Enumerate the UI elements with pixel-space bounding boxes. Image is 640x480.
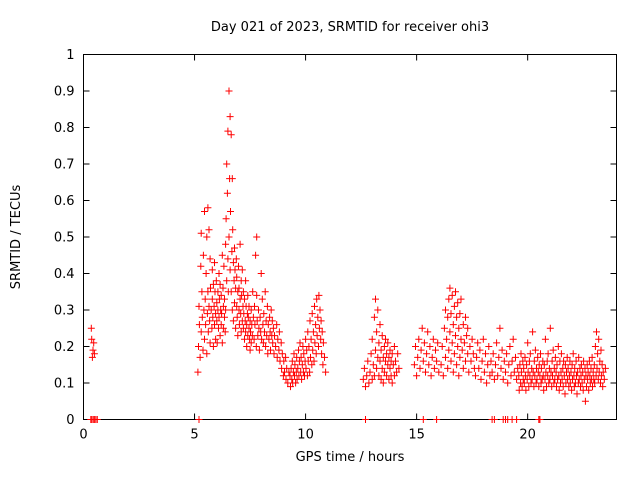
y-tick-label: 0.5 [54,231,75,246]
y-tick-label: 0.7 [54,158,75,173]
x-tick-label: 15 [408,428,425,443]
y-tick-label: 0.2 [54,340,75,355]
y-tick-label: 0.3 [54,304,75,319]
data-points [87,87,609,423]
tick-labels: 0 5 10 15 20 0 0.1 0.2 0.3 0.4 0.5 0.6 0.7 0.8 0.9 1 [54,48,536,443]
y-tick-label: 0.4 [54,267,75,282]
y-axis-label: SRMTID / TECUs [9,185,24,290]
x-tick-label: 5 [190,428,198,443]
y-tick-label: 0 [66,413,74,428]
plot-area [83,54,617,423]
y-tick-label: 1 [66,48,74,63]
x-tick-label: 0 [79,428,87,443]
y-tick-label: 0.9 [54,85,75,100]
x-tick-label: 10 [297,428,314,443]
x-axis-label: GPS time / hours [296,450,405,465]
y-tick-label: 0.8 [54,121,75,136]
tick-marks [83,54,617,420]
y-tick-label: 0.1 [54,377,75,392]
chart-title: Day 021 of 2023, SRMTID for receiver ohi… [211,20,489,35]
y-tick-label: 0.6 [54,194,75,209]
x-tick-label: 20 [519,428,536,443]
